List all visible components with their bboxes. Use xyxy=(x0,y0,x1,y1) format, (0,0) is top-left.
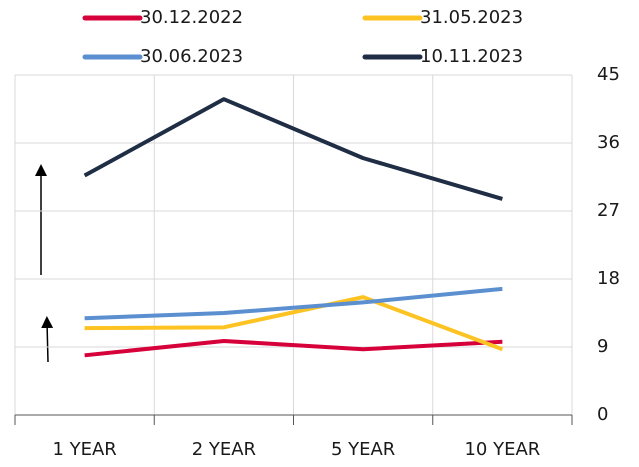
legend-label: 30.12.2022 xyxy=(140,7,243,28)
series-line xyxy=(84,286,503,321)
x-tick-label: 1 YEAR xyxy=(52,439,116,460)
y-tick-label: 0 xyxy=(597,404,608,425)
arrow xyxy=(41,316,54,363)
series-line xyxy=(84,338,503,358)
legend-label: 10.11.2023 xyxy=(420,46,523,67)
x-tick-label: 2 YEAR xyxy=(192,439,256,460)
y-tick-label: 36 xyxy=(597,132,620,153)
legend-label: 31.05.2023 xyxy=(420,7,523,28)
legend-label: 30.06.2023 xyxy=(140,46,243,67)
x-tick-label: 5 YEAR xyxy=(331,439,395,460)
y-tick-label: 27 xyxy=(597,200,620,221)
y-tick-label: 45 xyxy=(597,64,620,85)
x-tick-label: 10 YEAR xyxy=(464,439,540,460)
y-tick-label: 18 xyxy=(597,268,620,289)
series-line xyxy=(84,295,504,352)
y-tick-label: 9 xyxy=(597,336,608,357)
series-line xyxy=(83,97,503,201)
